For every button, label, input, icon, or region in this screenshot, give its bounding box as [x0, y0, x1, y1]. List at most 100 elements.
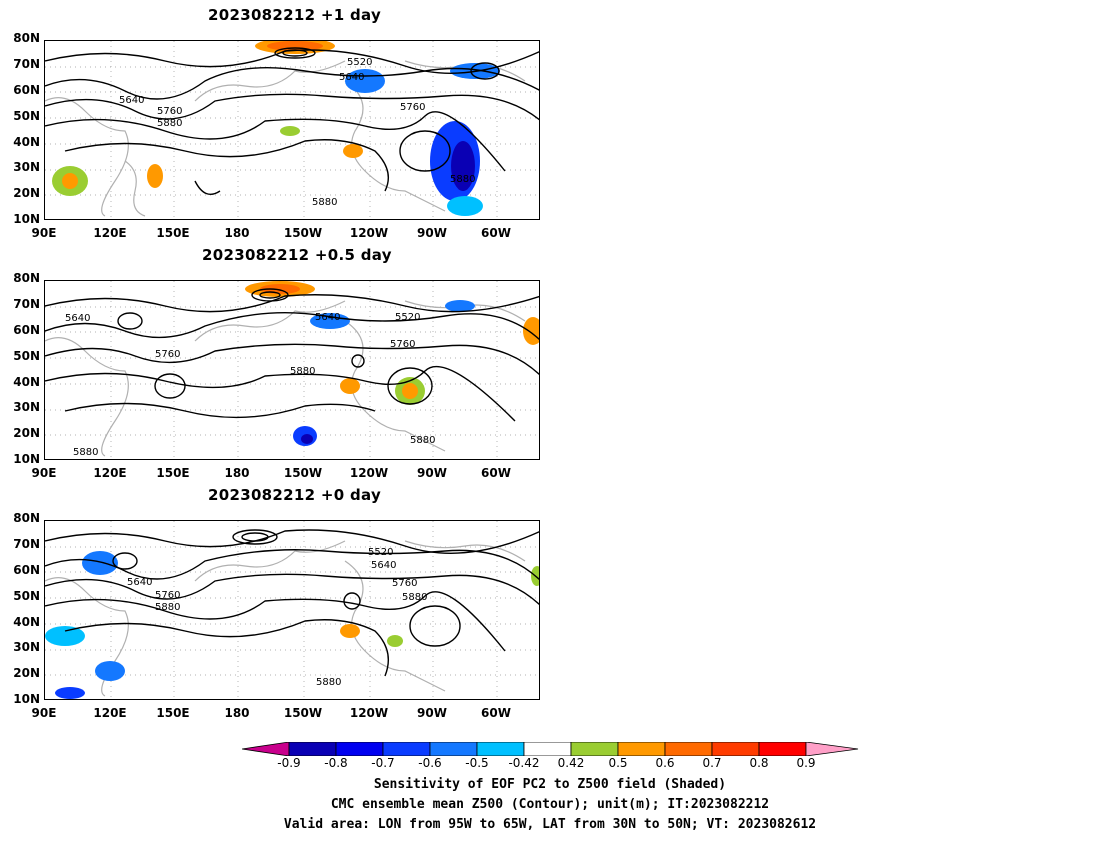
colorbar-label: 0.6 [655, 756, 675, 770]
contour-label: 5760 [155, 590, 180, 601]
colorbar-cell [429, 741, 478, 757]
lon-tick: 150W [283, 466, 323, 480]
lat-tick: 40N [13, 135, 40, 149]
colorbar-cell [288, 741, 337, 757]
contour-label: 5880 [402, 592, 427, 603]
lat-tick: 50N [13, 589, 40, 603]
colorbar-label: 0.8 [749, 756, 769, 770]
contour-label: 5880 [73, 447, 98, 458]
contours [45, 47, 539, 195]
coastlines [45, 300, 526, 457]
contour-label: 5760 [390, 339, 415, 350]
contour-label: 5880 [155, 602, 180, 613]
colorbar-label: 0.7 [702, 756, 722, 770]
colorbar-label: 0.9 [796, 756, 816, 770]
contour-label: 5520 [395, 312, 420, 323]
lon-tick: 120W [349, 706, 389, 720]
lat-tick: 50N [13, 349, 40, 363]
lat-tick: 30N [13, 640, 40, 654]
colorbar-cell [570, 741, 619, 757]
lat-tick: 80N [13, 271, 40, 285]
lat-tick: 20N [13, 666, 40, 680]
lon-tick: 180 [224, 706, 250, 720]
colorbar-cell [664, 741, 713, 757]
contour-label: 5880 [290, 366, 315, 377]
colorbar-cell [711, 741, 760, 757]
lon-tick: 150E [156, 706, 190, 720]
contour-label: 5880 [410, 435, 435, 446]
shading [245, 281, 539, 446]
shading [45, 551, 539, 699]
contour-label: 5640 [315, 312, 340, 323]
lat-tick: 70N [13, 297, 40, 311]
grid-lines [45, 281, 539, 459]
lat-tick: 60N [13, 563, 40, 577]
contour-label: 5640 [119, 95, 144, 106]
lat-tick: 10N [13, 692, 40, 706]
colorbar-label: 0.42 [557, 756, 585, 770]
colorbar-cell [523, 741, 572, 757]
contour-label: 5760 [392, 578, 417, 589]
colorbar [241, 741, 860, 760]
lon-tick: 120W [349, 466, 389, 480]
contour-label: 5880 [450, 174, 475, 185]
colorbar-cell [617, 741, 666, 757]
lon-tick: 150E [156, 466, 190, 480]
lat-tick: 50N [13, 109, 40, 123]
map-panel-1: 5520 5640 5640 5760 5760 5880 5880 5880 [44, 40, 540, 220]
colorbar-arrow-left [241, 741, 290, 757]
colorbar-label: -0.9 [277, 756, 301, 770]
lon-tick: 120E [93, 706, 127, 720]
lon-tick: 60W [481, 226, 511, 240]
panel-2-title: 2023082212 +0.5 day [202, 246, 392, 264]
lat-tick: 80N [13, 31, 40, 45]
lat-tick: 30N [13, 400, 40, 414]
colorbar-label: -0.5 [465, 756, 489, 770]
lon-tick: 150W [283, 706, 323, 720]
lon-tick: 180 [224, 466, 250, 480]
contour-label: 5640 [339, 72, 364, 83]
lon-tick: 90E [31, 706, 57, 720]
lon-tick: 90W [417, 466, 447, 480]
lon-tick: 150W [283, 226, 323, 240]
colorbar-label: -0.8 [324, 756, 348, 770]
contour-label: 5760 [155, 349, 180, 360]
caption-line-1: Sensitivity of EOF PC2 to Z500 field (Sh… [373, 777, 727, 792]
colorbar-label: -0.42 [508, 756, 540, 770]
lon-tick: 90E [31, 226, 57, 240]
lon-tick: 60W [481, 466, 511, 480]
contour-label: 5760 [400, 102, 425, 113]
lon-tick: 120W [349, 226, 389, 240]
contour-label: 5640 [65, 313, 90, 324]
colorbar-cell [758, 741, 807, 757]
contour-label: 5520 [368, 547, 393, 558]
map-panel-2-plot: 5640 5640 5520 5760 5760 5880 5880 5880 [45, 281, 539, 459]
lat-tick: 20N [13, 426, 40, 440]
lat-tick: 40N [13, 375, 40, 389]
contours [45, 529, 539, 677]
lat-tick: 70N [13, 57, 40, 71]
lat-tick: 10N [13, 452, 40, 466]
map-panel-1-plot: 5520 5640 5640 5760 5760 5880 5880 5880 [45, 41, 539, 219]
lon-tick: 60W [481, 706, 511, 720]
lat-tick: 60N [13, 83, 40, 97]
colorbar-cell [382, 741, 431, 757]
contour-label: 5880 [316, 677, 341, 688]
colorbar-cell [476, 741, 525, 757]
lat-tick: 80N [13, 511, 40, 525]
caption-line-2: CMC ensemble mean Z500 (Contour); unit(m… [330, 797, 770, 812]
map-panel-3: 5520 5640 5640 5760 5760 5880 5880 5880 [44, 520, 540, 700]
colorbar-cell [335, 741, 384, 757]
lon-tick: 90E [31, 466, 57, 480]
lat-tick: 40N [13, 615, 40, 629]
lon-tick: 150E [156, 226, 190, 240]
contour-label: 5640 [127, 577, 152, 588]
caption-line-3: Valid area: LON from 95W to 65W, LAT fro… [283, 817, 817, 832]
panel-1-title: 2023082212 +1 day [208, 6, 382, 24]
lon-tick: 120E [93, 226, 127, 240]
contour-labels: 5520 5640 5640 5760 5760 5880 5880 5880 [127, 547, 427, 688]
colorbar-arrow-right [805, 741, 859, 757]
lon-tick: 90W [417, 226, 447, 240]
lat-tick: 20N [13, 186, 40, 200]
lon-tick: 180 [224, 226, 250, 240]
